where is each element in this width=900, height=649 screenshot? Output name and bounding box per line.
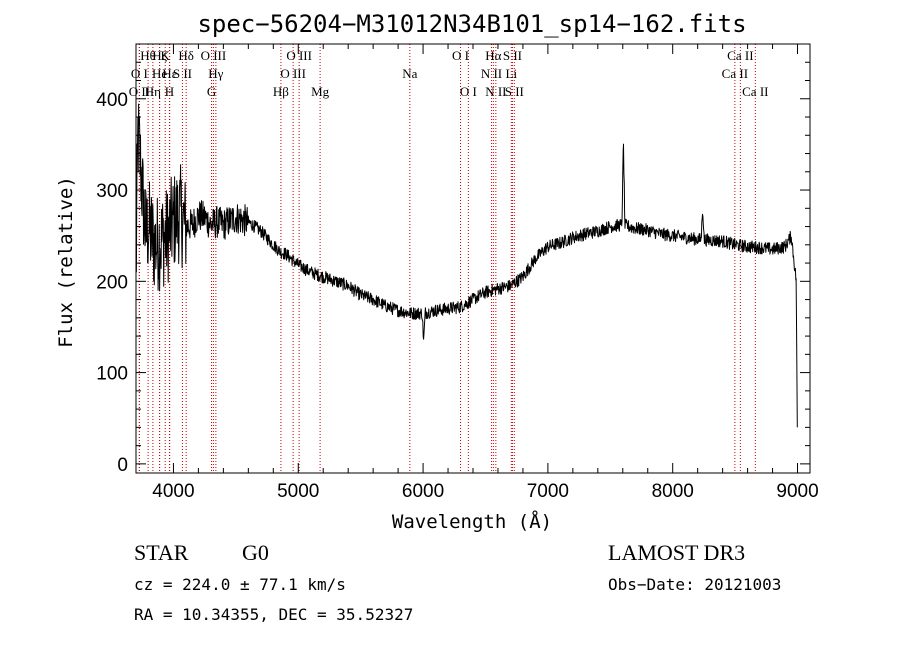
x-tick-label-4: 8000 (652, 481, 694, 502)
line-label-1: O I (131, 66, 148, 81)
redshift-text: cz = 224.0 ± 77.1 km/s (134, 575, 346, 594)
line-label-17: Mg (311, 84, 330, 99)
object-subclass: G0 (242, 540, 269, 565)
y-axis-ticks: 0 100 200 300 400 (96, 61, 810, 476)
line-label-12: Hγ (208, 66, 223, 81)
line-label-4: Hζ (152, 48, 167, 63)
line-label-3: Hη (145, 84, 161, 99)
line-label-20: O I (460, 84, 477, 99)
x-tick-label-1: 5000 (277, 481, 319, 502)
line-label-15: O III (280, 66, 306, 81)
spectrum-series (135, 103, 798, 428)
line-label-24: Li (506, 66, 518, 81)
spectral-line-labels: O II O I Hθ Hη Hζ He K Hε H Hδ S II O III Hγ G Hβ O III… (129, 48, 769, 99)
line-label-10: S II (173, 66, 192, 81)
line-label-8: H (165, 84, 174, 99)
x-tick-label-3: 7000 (527, 481, 569, 502)
x-axis-ticks: 4000 5000 6000 7000 8000 9000 (152, 44, 819, 502)
y-tick-label-0: 0 (117, 455, 128, 476)
line-label-26: S II (505, 84, 524, 99)
line-label-5: He (152, 66, 167, 81)
coordinates-text: RA = 10.34355, DEC = 35.52327 (134, 605, 413, 624)
chart-title: spec−56204−M31012N34B101_sp14−162.fits (197, 10, 746, 38)
x-tick-label-2: 6000 (402, 481, 444, 502)
y-tick-label-1: 100 (96, 364, 128, 385)
y-tick-label-3: 300 (96, 181, 128, 202)
line-label-28: Ca II (727, 48, 753, 63)
line-label-19: O I (452, 48, 469, 63)
line-label-29: Ca II (742, 84, 768, 99)
line-label-25: S II (503, 48, 522, 63)
line-label-27: Ca II (722, 66, 748, 81)
obs-date-text: Obs−Date: 20121003 (608, 575, 781, 594)
line-label-13: G (207, 84, 216, 99)
line-label-0: O II (129, 84, 150, 99)
line-label-7: Hε (162, 66, 177, 81)
line-label-22: Hα (485, 48, 501, 63)
survey-name: LAMOST DR3 (608, 540, 745, 565)
line-label-16: O III (286, 48, 312, 63)
spectral-line-markers (138, 44, 756, 473)
y-axis-label: Flux (relative) (55, 176, 77, 348)
line-label-2: Hθ (140, 48, 156, 63)
line-label-21: N II (481, 66, 502, 81)
x-axis-label: Wavelength (Å) (392, 510, 552, 533)
line-label-18: Na (402, 66, 417, 81)
line-label-11: O III (201, 48, 227, 63)
line-label-14: Hβ (273, 84, 289, 99)
x-tick-label-5: 9000 (776, 481, 818, 502)
y-tick-label-2: 200 (96, 272, 128, 293)
line-label-9: Hδ (178, 48, 194, 63)
x-tick-label-0: 4000 (152, 481, 194, 502)
line-label-6: K (161, 48, 171, 63)
object-class: STAR (134, 540, 189, 565)
plot-frame (135, 43, 811, 474)
line-label-23: N II (485, 84, 506, 99)
y-tick-label-4: 400 (96, 90, 128, 111)
